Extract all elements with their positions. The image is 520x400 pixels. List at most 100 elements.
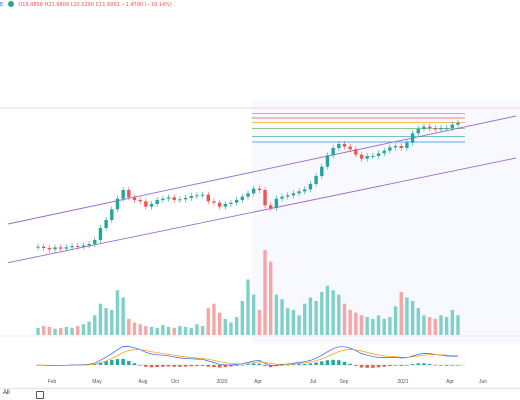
macd-histogram-bar [110,360,114,365]
volume-bar [110,309,114,335]
volume-bar [87,321,91,335]
ohlc-readout: E O19.0858 H21.9800 L10.0200 C11.6001 −1… [0,1,172,8]
macd-histogram-bar [223,365,227,368]
volume-bar [444,317,449,335]
volume-bar [393,306,398,335]
volume-bar [410,301,415,335]
candle-body [257,188,262,190]
volume-bar [132,322,137,335]
macd-histogram-bar [144,365,148,367]
volume-bar [166,326,171,335]
macd-histogram-bar [320,361,324,365]
candle-body [189,196,193,198]
candle-body [64,247,69,249]
macd-histogram-bar [456,365,460,366]
macd-histogram-bar [263,365,267,366]
macd-histogram-bar [115,359,120,365]
volume-bar [195,324,199,335]
x-tick-label: Jul [310,379,316,385]
candle-body [399,146,403,148]
macd-histogram-bar [399,365,403,366]
volume-bar [314,301,318,335]
candle-body [320,166,324,176]
x-tick-label: Apr [254,379,262,385]
candle-body [348,146,352,150]
macd-histogram-bar [348,363,352,365]
x-tick-label: May [92,379,102,385]
candle-body [200,194,205,196]
volume-bar [41,326,46,335]
volume-bar [399,292,403,335]
candle-body [337,144,341,148]
candle-body [36,246,40,248]
candle-body [291,193,296,196]
macd-histogram-bar [422,363,426,365]
candle-body [144,201,148,207]
macd-histogram-bar [212,365,216,368]
symbol-label: E [0,2,4,8]
candle-body [388,147,392,151]
range-all-button[interactable]: All [3,390,10,396]
volume-bar [450,309,455,335]
gear-icon[interactable] [36,391,44,399]
volume-bar [456,315,460,335]
macd-histogram-bar [257,363,262,365]
volume-bar [138,324,142,335]
candle-body [155,200,159,204]
candle-body [376,153,381,156]
macd-histogram-bar [161,365,165,367]
macd-histogram-bar [337,360,341,365]
volume-bar [388,317,392,335]
candle-body [246,193,250,197]
macd-histogram-bar [450,365,455,366]
volume-bar [47,326,52,335]
macd-histogram-bar [98,362,103,365]
price-channel [7,115,517,264]
macd-histogram-bar [104,361,108,365]
macd-histogram-bar [365,365,369,368]
volume-bar [161,325,165,335]
macd-histogram-bar [240,364,245,366]
visibility-icon[interactable] [7,1,14,7]
candle-body [76,246,80,247]
volume-bar [240,301,245,335]
x-tick-label: Feb [48,379,57,385]
volume-bar [246,279,250,335]
candle-body [274,198,279,208]
volume-bar [286,308,290,335]
macd-histogram-bar [303,363,307,365]
volume-bar [342,303,347,335]
x-tick-label: Aug [139,379,148,385]
macd-histogram-bar [246,364,250,365]
candle-body [223,204,227,207]
volume-bar [371,318,375,335]
candle-body [393,146,398,148]
candle-body [47,248,52,250]
highlight-region [252,100,520,344]
candle-body [331,148,335,156]
volume-bar [212,303,216,335]
candle-body [138,200,142,202]
candle-body [115,198,120,210]
candle-body [365,156,369,159]
macd-histogram-bar [280,365,284,366]
volume-bar [337,294,341,335]
macd-histogram-bar [439,365,443,366]
macd-signal-line [37,349,459,366]
candle-body [410,133,415,143]
ohlc-values: O19.0858 H21.9800 L10.0200 C11.6001 −1.4… [18,2,172,8]
candle-body [280,196,284,199]
candle-body [212,201,216,203]
candle-body [308,184,313,190]
macd-histogram-bar [127,360,131,365]
candle-body [444,128,449,129]
volume-bar [382,318,386,335]
candle-body [41,246,46,248]
candle-body [178,199,182,201]
x-axis: Feb May Aug Oct 2020 Apr Jul Sep 2021 Apr Jun [48,379,488,385]
candle-body [439,128,443,130]
macd-histogram-bar [251,363,256,365]
volume-bar [81,324,86,335]
macd-histogram-bar [297,364,301,365]
